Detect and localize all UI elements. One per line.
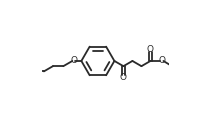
Text: O: O xyxy=(147,45,154,54)
Text: O: O xyxy=(159,56,166,65)
Text: O: O xyxy=(120,73,127,82)
Text: O: O xyxy=(71,56,78,65)
